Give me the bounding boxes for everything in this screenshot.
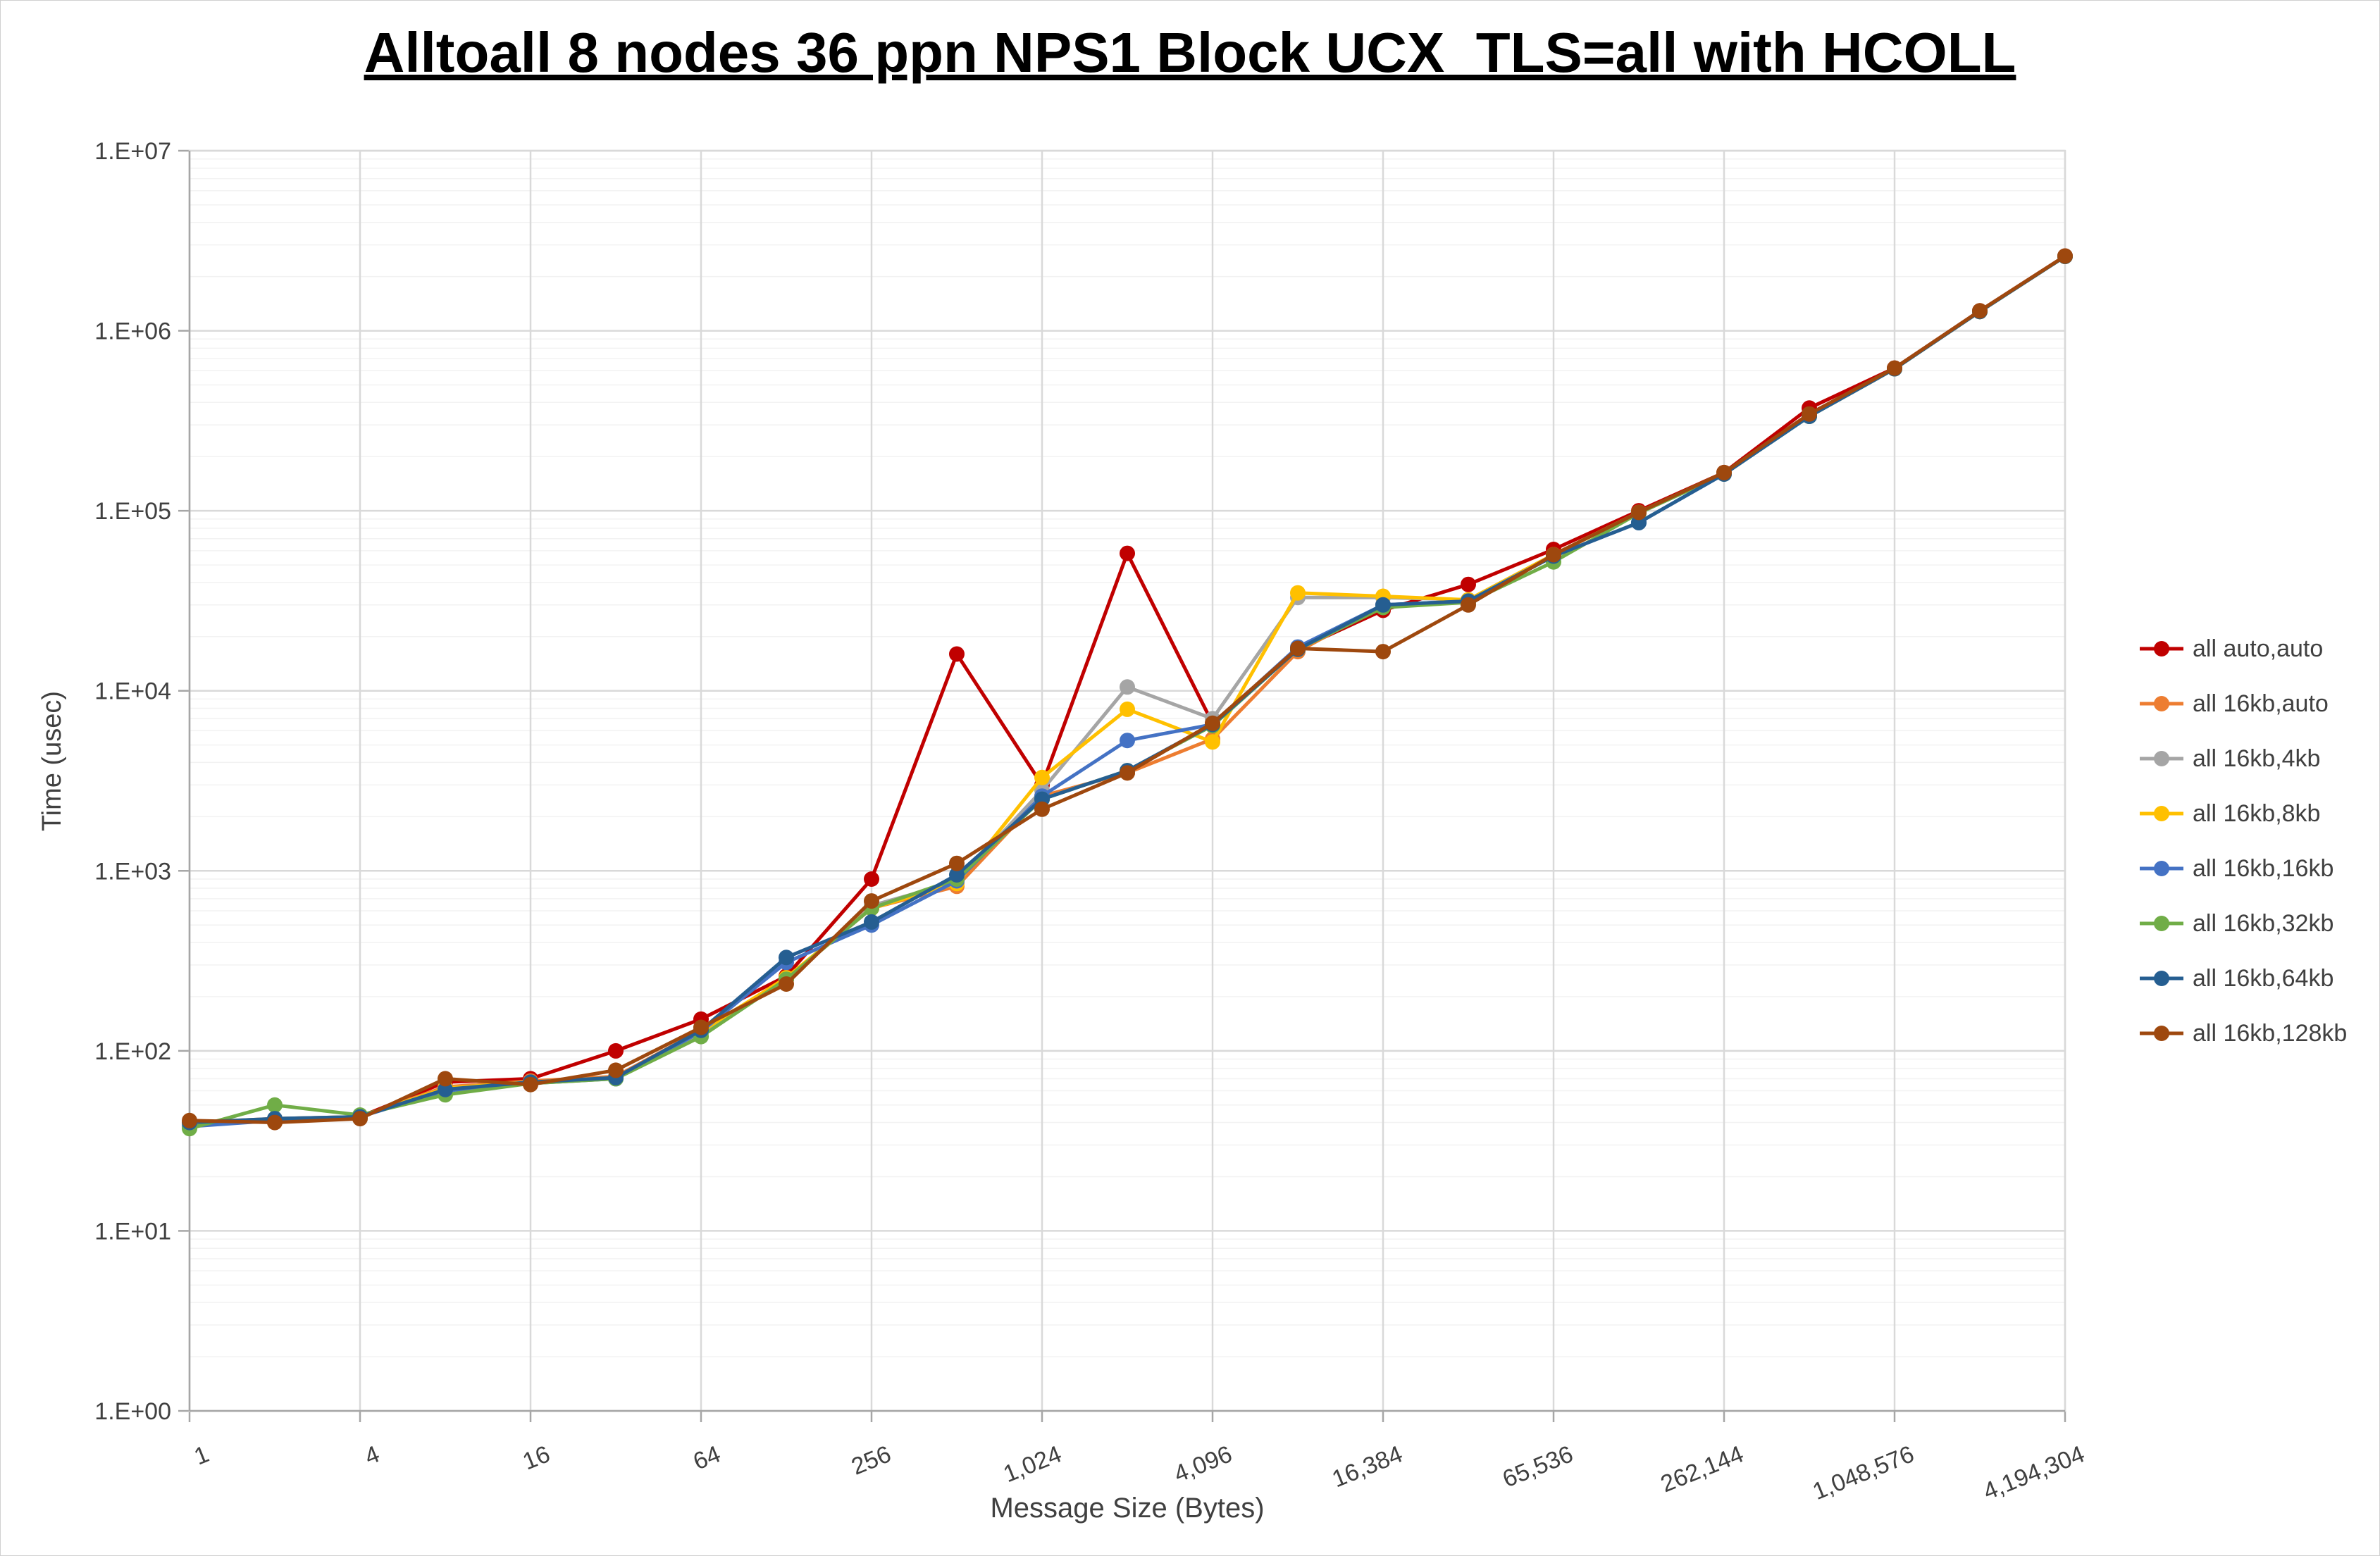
x-tick-label: 64	[690, 1440, 724, 1475]
legend-item: all 16kb,32kb	[2140, 909, 2347, 937]
legend-marker-icon	[2140, 696, 2183, 711]
legend-item: all auto,auto	[2140, 635, 2347, 662]
series-lines	[182, 248, 2073, 1137]
data-point-marker	[1375, 644, 1391, 660]
legend-marker-icon	[2140, 641, 2183, 656]
legend: all auto,auto all 16kb,auto all 16kb,4kb al…	[2140, 635, 2348, 1047]
data-point-marker	[864, 893, 879, 909]
legend-marker-icon	[2140, 861, 2183, 876]
data-point-marker	[438, 1071, 453, 1087]
data-point-marker	[267, 1114, 283, 1131]
data-point-marker	[1290, 640, 1306, 656]
data-point-marker	[608, 1042, 624, 1059]
x-tick-label: 16,384	[1328, 1440, 1406, 1493]
data-point-marker	[1546, 547, 1561, 563]
x-tick-label: 65,536	[1499, 1440, 1577, 1493]
data-point-marker	[1205, 734, 1220, 750]
legend-item: all 16kb,4kb	[2140, 745, 2347, 772]
x-tick-label: 1	[190, 1440, 213, 1470]
data-point-marker	[1290, 585, 1306, 601]
y-tick-label: 1.E+04	[94, 678, 171, 705]
data-point-marker	[267, 1097, 283, 1113]
data-point-marker	[1120, 701, 1135, 717]
legend-marker-icon	[2140, 1026, 2183, 1041]
series-all-16kb-128kb	[182, 248, 2073, 1131]
data-point-marker	[438, 1081, 453, 1097]
y-tick-label: 1.E+02	[94, 1038, 171, 1065]
legend-marker-icon	[2140, 971, 2183, 986]
x-tick-label: 16	[519, 1440, 554, 1475]
legend-item: all 16kb,8kb	[2140, 799, 2347, 827]
data-point-marker	[2057, 248, 2073, 264]
data-point-marker	[1375, 597, 1391, 613]
legend-label: all auto,auto	[2193, 635, 2324, 662]
data-point-marker	[1205, 715, 1220, 731]
data-point-marker	[523, 1076, 538, 1093]
legend-label: all 16kb,64kb	[2193, 964, 2334, 992]
legend-label: all 16kb,8kb	[2193, 799, 2321, 827]
plot-border	[188, 149, 2066, 1412]
data-point-marker	[1631, 504, 1647, 521]
y-tick-label: 1.E+01	[94, 1218, 171, 1245]
x-tick-label: 1,024	[1000, 1440, 1065, 1488]
data-point-marker	[949, 646, 965, 662]
data-point-marker	[1802, 406, 1817, 422]
axes	[178, 149, 2066, 1422]
legend-label: all 16kb,16kb	[2193, 854, 2334, 882]
data-point-marker	[1887, 360, 1902, 376]
data-point-marker	[864, 871, 879, 887]
legend-item: all 16kb,128kb	[2140, 1019, 2348, 1047]
major-gridlines	[188, 149, 2066, 1412]
y-tick-label: 1.E+00	[94, 1398, 171, 1425]
legend-label: all 16kb,32kb	[2193, 909, 2334, 937]
legend-item: all 16kb,16kb	[2140, 854, 2347, 882]
data-point-marker	[1034, 769, 1050, 785]
x-tick-label: 262,144	[1657, 1440, 1747, 1498]
data-point-marker	[1034, 801, 1050, 817]
data-point-marker	[1972, 303, 1988, 319]
data-point-marker	[779, 950, 794, 966]
data-point-marker	[1716, 464, 1732, 480]
data-point-marker	[608, 1062, 624, 1078]
data-point-marker	[1461, 576, 1476, 592]
legend-marker-icon	[2140, 751, 2183, 766]
x-tick-label: 4	[361, 1440, 383, 1470]
legend-label: all 16kb,auto	[2193, 690, 2329, 717]
y-tick-label: 1.E+05	[94, 498, 171, 525]
data-point-marker	[949, 855, 965, 871]
legend-item: all 16kb,auto	[2140, 690, 2347, 717]
data-point-marker	[1120, 733, 1135, 749]
tick-labels: 1.E+00 1.E+01 1.E+02 1.E+03 1.E+04 1.E+05 1.E+…	[94, 138, 2088, 1505]
data-point-marker	[779, 976, 794, 992]
legend-marker-icon	[2140, 916, 2183, 931]
x-axis-title: Message Size (Bytes)	[990, 1493, 1265, 1524]
y-tick-label: 1.E+03	[94, 858, 171, 885]
data-point-marker	[1120, 765, 1135, 781]
chart-title: Alltoall 8 nodes 36 ppn NPS1 Block UCX_T…	[364, 21, 2016, 84]
data-point-marker	[1120, 545, 1135, 561]
legend-item: all 16kb,64kb	[2140, 964, 2347, 992]
data-point-marker	[693, 1019, 709, 1035]
minor-gridlines	[190, 158, 2065, 1357]
data-point-marker	[1461, 597, 1476, 613]
data-point-marker	[182, 1112, 197, 1128]
data-point-marker	[1120, 679, 1135, 695]
data-point-marker	[949, 867, 965, 883]
legend-marker-icon	[2140, 806, 2183, 821]
y-tick-label: 1.E+07	[94, 138, 171, 165]
x-tick-label: 4,096	[1170, 1440, 1236, 1488]
y-tick-label: 1.E+06	[94, 318, 171, 345]
legend-label: all 16kb,128kb	[2193, 1019, 2348, 1047]
data-point-marker	[864, 914, 879, 930]
data-point-marker	[352, 1111, 368, 1127]
legend-label: all 16kb,4kb	[2193, 745, 2321, 772]
y-axis-title: Time (usec)	[37, 691, 67, 832]
x-tick-label: 256	[848, 1440, 895, 1480]
